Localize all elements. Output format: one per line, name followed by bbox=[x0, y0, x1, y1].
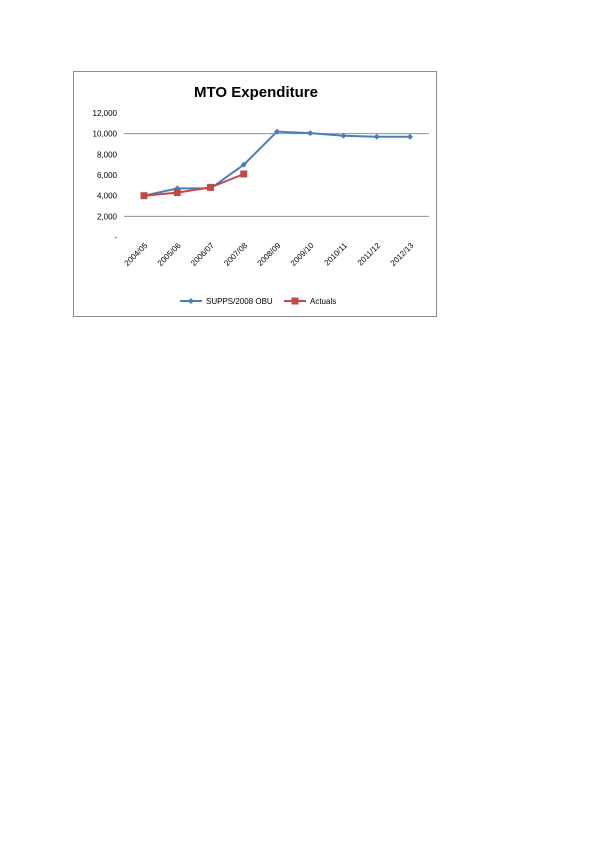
y-tick-label: 4,000 bbox=[97, 192, 118, 201]
x-tick-label: 2008/09 bbox=[256, 241, 283, 268]
data-point-diamond bbox=[240, 161, 247, 168]
data-point-diamond bbox=[274, 128, 280, 135]
x-tick-label: 2009/10 bbox=[289, 241, 316, 268]
line-chart: MTO Expenditure - 2,000 4,000 6,000 8,000 10,… bbox=[93, 84, 429, 306]
x-axis-ticks: 2004/05 2005/06 2006/07 2007/08 2008/09 2009/… bbox=[123, 241, 416, 268]
x-tick-label: 2004/05 bbox=[123, 241, 150, 268]
x-tick-label: 2012/13 bbox=[389, 241, 416, 268]
data-point-square bbox=[207, 183, 214, 191]
data-point-diamond bbox=[373, 133, 380, 140]
gridlines bbox=[124, 133, 429, 217]
y-tick-label: 10,000 bbox=[93, 130, 118, 139]
data-point-square bbox=[140, 192, 148, 200]
y-tick-label: 8,000 bbox=[97, 150, 118, 159]
data-point-diamond bbox=[407, 133, 413, 140]
y-tick-label: 6,000 bbox=[97, 171, 118, 180]
x-tick-label: 2007/08 bbox=[222, 241, 249, 268]
legend: SUPPS/2008 OBU Actuals bbox=[180, 297, 336, 306]
data-point-diamond bbox=[340, 132, 347, 139]
y-tick-label: 2,000 bbox=[97, 212, 118, 221]
x-tick-label: 2010/11 bbox=[323, 241, 350, 268]
legend-label-1: Actuals bbox=[310, 297, 336, 306]
legend-label-0: SUPPS/2008 OBU bbox=[206, 297, 273, 306]
series-line-0 bbox=[143, 130, 410, 197]
data-point-diamond bbox=[307, 130, 314, 137]
y-tick-label: 12,000 bbox=[93, 109, 118, 118]
x-tick-label: 2006/07 bbox=[189, 241, 216, 268]
chart-title: MTO Expenditure bbox=[194, 84, 318, 101]
x-tick-label: 2005/06 bbox=[156, 241, 183, 268]
data-point-square bbox=[240, 170, 248, 178]
y-tick-label: - bbox=[114, 233, 117, 242]
data-point-square bbox=[173, 189, 181, 197]
x-tick-label: 2011/12 bbox=[356, 241, 383, 268]
legend-marker-square bbox=[291, 297, 299, 305]
y-axis-ticks: - 2,000 4,000 6,000 8,000 10,000 12,000 bbox=[93, 109, 118, 242]
series-line-1 bbox=[143, 173, 245, 197]
legend-marker-diamond bbox=[188, 298, 194, 304]
chart-frame: MTO Expenditure - 2,000 4,000 6,000 8,000 10,… bbox=[73, 71, 437, 317]
series-layer bbox=[140, 128, 413, 200]
